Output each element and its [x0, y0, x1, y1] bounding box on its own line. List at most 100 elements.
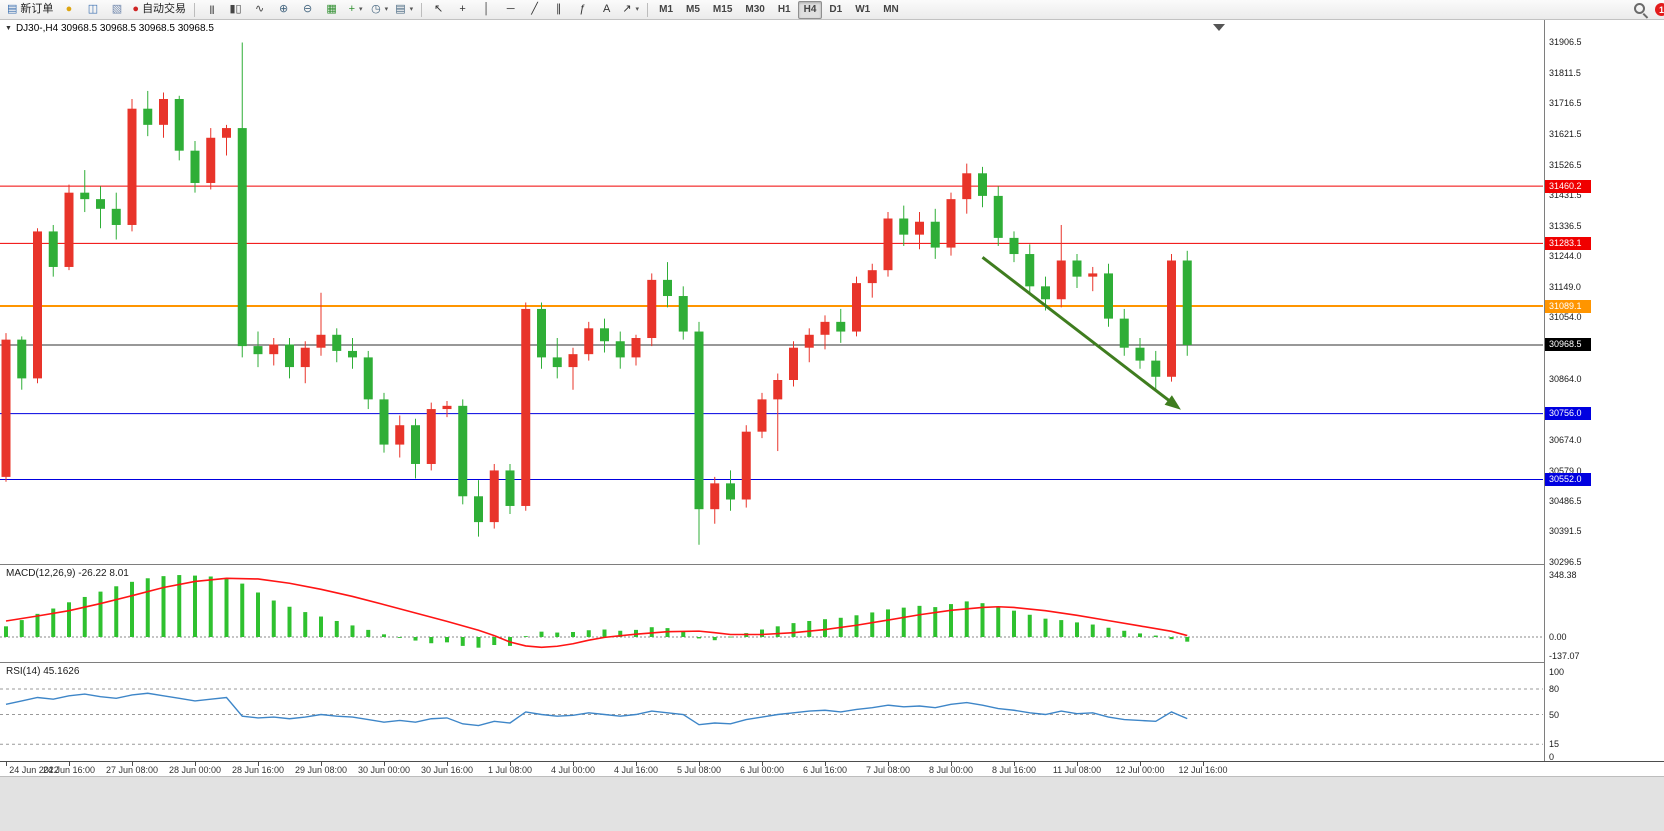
time-axis-tick [132, 762, 133, 766]
price-axis-label: 30486.5 [1549, 495, 1582, 506]
autotrade-button[interactable]: ● 自动交易 [129, 0, 189, 19]
vertical-line-icon-glyph: │ [483, 3, 491, 15]
macd-histogram-bar [145, 578, 150, 637]
periods-icon-caret-icon: ▾ [384, 6, 389, 13]
market-watch-icon[interactable]: ● [57, 0, 80, 19]
timeframe-W1[interactable]: W1 [855, 4, 871, 15]
crosshair-icon-glyph: + [459, 3, 466, 15]
candle-body [253, 346, 263, 355]
price-axis-label: 31811.5 [1549, 67, 1581, 78]
arrow-tools-icon-glyph: ↗ [622, 3, 632, 15]
candle-body [1135, 347, 1145, 361]
candlestick-chart-icon[interactable]: ▮▯ [224, 0, 247, 19]
timeframe-M15[interactable]: M15 [712, 4, 733, 15]
navigator-icon[interactable]: ▧ [105, 0, 128, 19]
toolbar: ▤ 新订单 ● ◫ ▧ ● 自动交易 ||| ▮▯ ∿ ⊕ ⊖ ▦ + ▾ ◷ ▾ ▤ ▾ ↖ + │ ─ ╱ ∥ ƒ A ↗ ▾ M1 M… [0, 0, 1664, 20]
chart-canvas[interactable] [0, 19, 1664, 761]
timeframe-M5[interactable]: M5 [686, 4, 700, 15]
autotrade-button-glyph: ● [132, 3, 140, 15]
arrow-tools-icon-caret-icon: ▾ [635, 6, 639, 13]
time-axis-tick [447, 762, 448, 766]
line-chart-icon[interactable]: ∿ [248, 0, 271, 19]
candle-body [474, 496, 483, 523]
zoom-in-icon-glyph: ⊕ [278, 3, 289, 15]
macd-histogram-bar [350, 625, 355, 637]
macd-histogram-bar [1027, 614, 1032, 637]
candle-body [206, 137, 216, 183]
symbol-info-expander-icon[interactable]: ▼ [5, 25, 12, 32]
search-icon[interactable] [1633, 2, 1648, 17]
candle-body [537, 308, 546, 358]
text-icon[interactable]: A [595, 0, 618, 19]
tile-windows-icon[interactable]: ▦ [320, 0, 343, 19]
cursor-icon[interactable]: ↖ [427, 0, 450, 19]
chart-window[interactable]: ▼ DJ30-,H4 30968.5 30968.5 30968.5 30968… [0, 19, 1664, 777]
indicators-icon-glyph: + [348, 3, 356, 15]
vertical-line-icon[interactable]: │ [475, 0, 498, 19]
bars-chart-icon-glyph: ||| [209, 4, 215, 14]
price-axis-label: 31054.0 [1549, 312, 1582, 323]
candle-body [867, 270, 877, 284]
new-order-button[interactable]: ▤ 新订单 [4, 0, 56, 19]
macd-histogram-bar [823, 619, 827, 637]
macd-histogram-bar [271, 600, 276, 637]
line-chart-icon-glyph: ∿ [254, 3, 265, 15]
zoom-in-icon[interactable]: ⊕ [272, 0, 295, 19]
candle-body [899, 218, 909, 235]
candle-body [316, 334, 326, 348]
candle-body [1182, 260, 1192, 345]
time-axis[interactable]: 24 Jun 2022 24 Jun 16:00 27 Jun 08:00 28 Ju… [0, 761, 1664, 777]
arrow-tools-icon[interactable]: ↗ ▾ [619, 0, 642, 19]
crosshair-icon[interactable]: + [451, 0, 474, 19]
trend-arrow[interactable] [981, 256, 1174, 405]
channel-icon[interactable]: ∥ [547, 0, 570, 19]
timeframe-MN[interactable]: MN [883, 4, 899, 15]
bars-chart-icon[interactable]: ||| [200, 0, 223, 19]
macd-histogram-bar [618, 630, 623, 637]
macd-histogram-bar [35, 613, 40, 637]
timeframe-M1[interactable]: M1 [659, 4, 674, 15]
trendline-icon[interactable]: ╱ [523, 0, 546, 19]
timeframe-M30[interactable]: M30 [745, 4, 765, 15]
toolbar-separator [421, 2, 423, 17]
time-axis-label: 28 Jun 16:00 [231, 765, 285, 775]
data-window-icon[interactable]: ◫ [81, 0, 104, 19]
price-axis-label: 30579.0 [1549, 465, 1582, 476]
horizontal-line-icon-glyph: ─ [506, 3, 515, 15]
macd-histogram-bar [82, 596, 87, 637]
time-axis-tick [699, 762, 700, 766]
price-axis[interactable]: 31906.5 31811.5 31716.5 31621.5 31526.5 31431… [1544, 19, 1664, 762]
macd-histogram-bar [303, 612, 308, 637]
macd-histogram-bar [728, 636, 733, 638]
time-axis-label: 24 Jun 2022 [9, 765, 59, 775]
macd-histogram-bar [476, 637, 481, 648]
macd-histogram-bar [397, 637, 402, 638]
macd-histogram-bar [51, 608, 56, 637]
timeframe-H4[interactable]: H4 [797, 0, 823, 19]
candle-body [946, 199, 956, 248]
candle-body [631, 338, 641, 358]
zoom-out-icon[interactable]: ⊖ [296, 0, 319, 19]
candle-body [757, 399, 767, 432]
horizontal-line-icon[interactable]: ─ [499, 0, 522, 19]
periods-icon[interactable]: ◷ ▾ [368, 0, 391, 19]
indicators-icon[interactable]: + ▾ [344, 0, 367, 19]
candle-body [1041, 286, 1050, 300]
time-axis-tick [258, 762, 259, 766]
timeframe-H1[interactable]: H1 [777, 4, 791, 15]
timeframe-D1[interactable]: D1 [829, 4, 843, 15]
chart-shift-marker-icon[interactable] [1213, 24, 1225, 31]
candle-body [505, 470, 515, 506]
price-axis-label: 31431.5 [1549, 190, 1582, 201]
templates-icon[interactable]: ▤ ▾ [392, 0, 416, 19]
time-axis-tick [6, 762, 7, 766]
fibonacci-icon[interactable]: ƒ [571, 0, 594, 19]
candle-body [741, 431, 751, 500]
macd-histogram-bar [67, 602, 71, 637]
candle-body [647, 279, 657, 339]
time-axis-tick [1077, 762, 1078, 766]
macd-histogram-bar [712, 637, 717, 641]
candle-body [962, 173, 972, 200]
status-bar [0, 776, 1664, 831]
price-axis-label: 31526.5 [1549, 159, 1582, 170]
